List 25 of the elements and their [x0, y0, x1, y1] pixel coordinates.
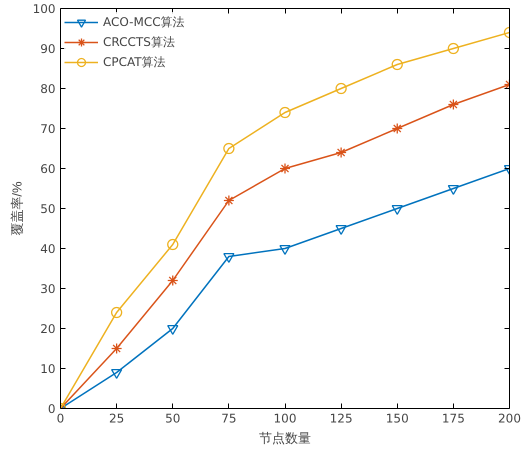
x-tick-label: 0: [56, 412, 64, 426]
y-axis-title: 覆盖率/%: [10, 180, 25, 236]
y-tick-label: 10: [40, 362, 56, 376]
y-tick-label: 40: [40, 242, 56, 256]
x-tick-label: 25: [108, 412, 124, 426]
x-tick-label: 50: [165, 412, 180, 426]
x-tick-label: 150: [386, 412, 409, 426]
y-tick-label: 20: [40, 322, 56, 336]
y-tick-label: 100: [32, 2, 56, 16]
y-tick-label: 90: [40, 42, 56, 56]
x-axis-title: 节点数量: [259, 430, 311, 446]
y-tick-label: 50: [40, 202, 56, 216]
legend-label: ACO-MCC算法: [103, 14, 185, 30]
x-tick-label: 200: [498, 412, 521, 426]
x-tick-label: 100: [274, 412, 296, 426]
y-tick-label: 80: [40, 82, 56, 96]
x-tick-label: 75: [221, 412, 237, 426]
legend-label: CRCCTS算法: [103, 34, 175, 50]
y-tick-label: 30: [40, 282, 56, 296]
y-tick-label: 60: [40, 162, 56, 176]
x-tick-label: 125: [330, 412, 353, 426]
y-tick-label: 70: [40, 122, 56, 136]
x-tick-label: 175: [442, 412, 465, 426]
legend-label: CPCAT算法: [103, 54, 166, 70]
y-tick-label: 0: [48, 402, 56, 416]
